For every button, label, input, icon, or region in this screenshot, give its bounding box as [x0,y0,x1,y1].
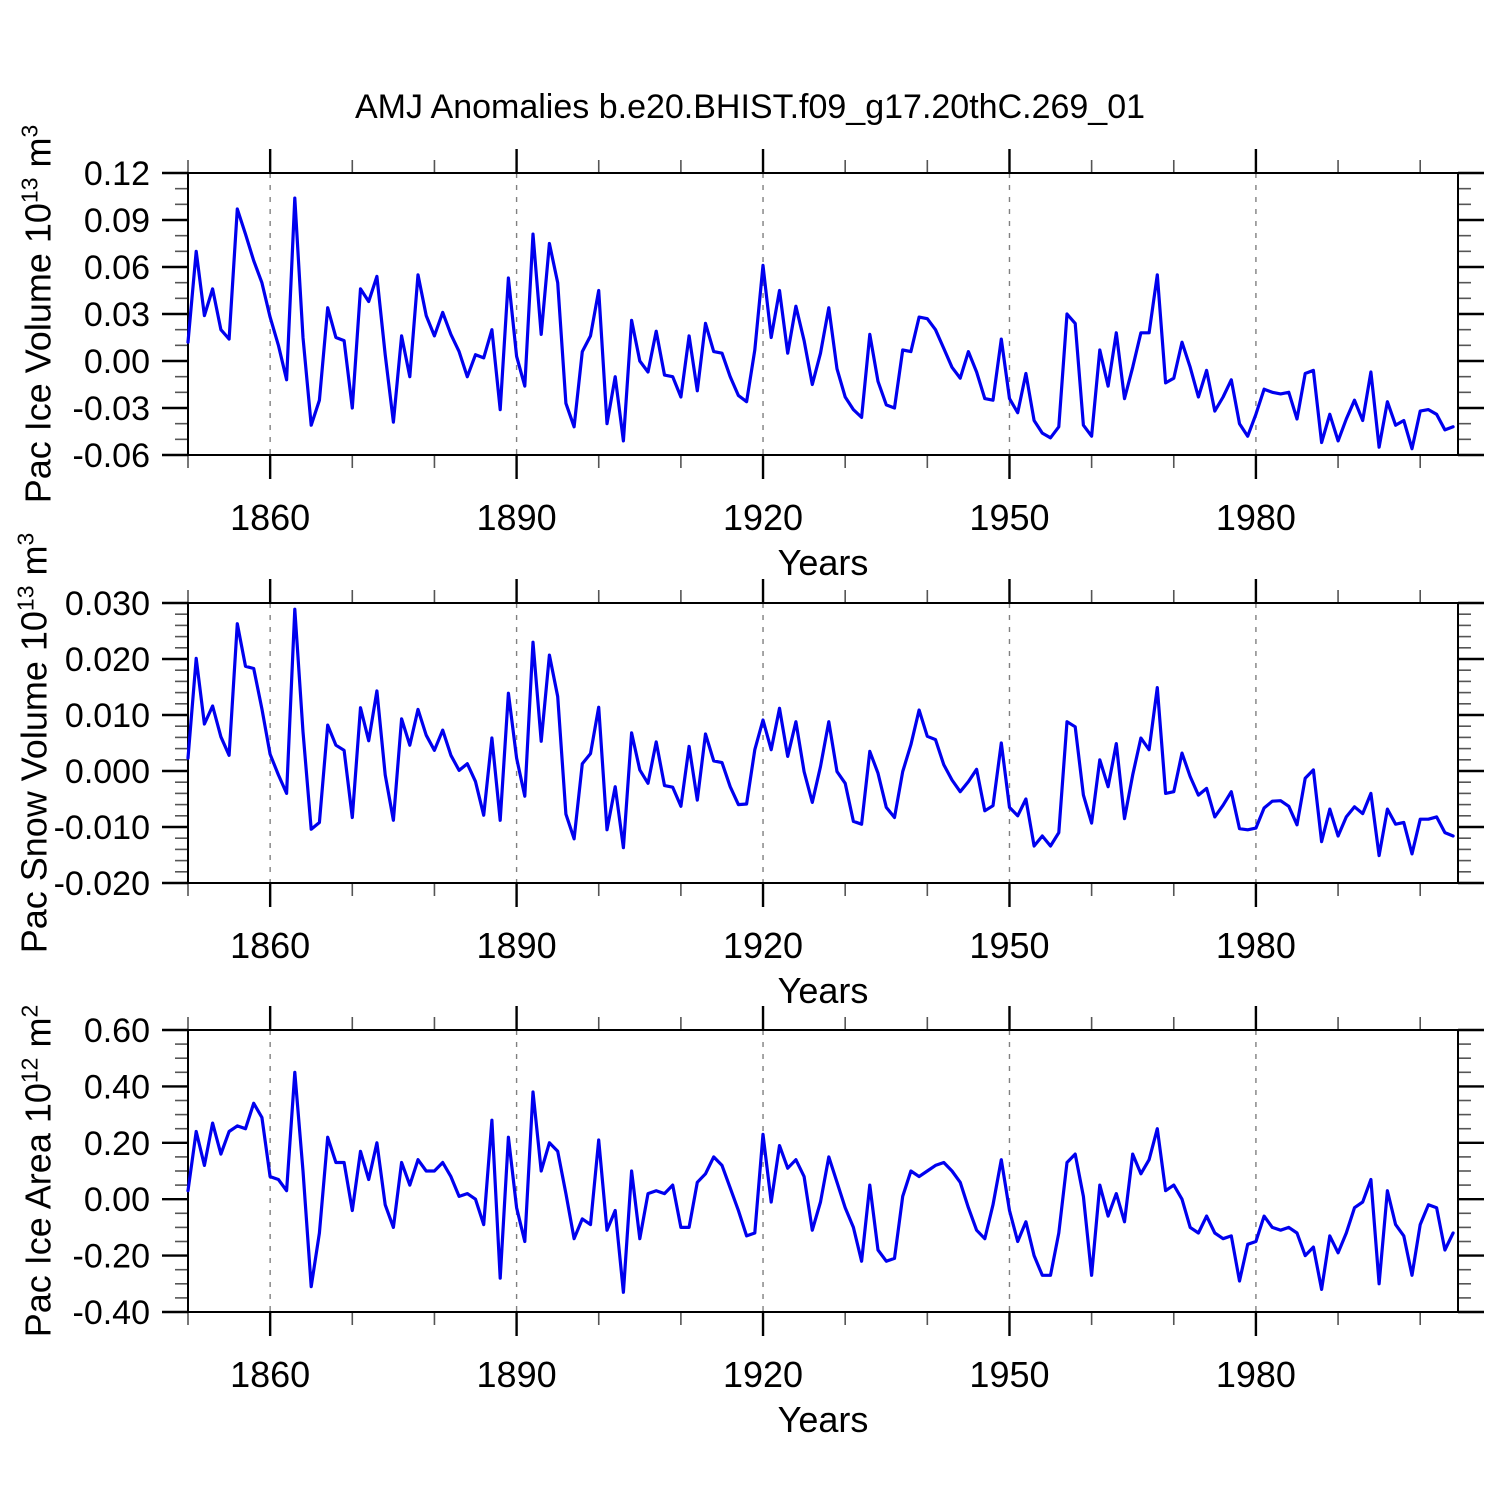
y-tick-label: 0.00 [84,343,150,381]
y-axis-label-exponent: 13 [16,177,43,204]
x-tick-label: 1950 [969,925,1049,966]
panel-pac-snow-volume [162,579,1484,907]
x-axis-title-panel-3: Years [777,1399,869,1440]
page-title: AMJ Anomalies b.e20.BHIST.f09_g17.20thC.… [354,88,1146,126]
y-tick-label: 0.09 [84,202,150,240]
y-tick-label: 0.20 [84,1125,150,1163]
y-tick-label: 0.60 [84,1012,150,1050]
y-tick-label: -0.010 [54,809,150,847]
pac-ice-area-frame [187,1029,1459,1313]
x-tick-label: 1860 [230,925,310,966]
y-tick-label: -0.020 [54,865,150,903]
y-axis-label-text: Pac Snow Volume 10 [13,611,55,954]
pac-ice-volume-line [186,196,1455,451]
x-tick-label: 1920 [723,1354,803,1395]
panel-pac-ice-area [162,1006,1484,1336]
x-tick-label: 1860 [230,497,310,538]
panel-pac-ice-volume [162,149,1484,479]
y-axis-label-unit: m [17,1017,59,1058]
y-axis-label-exponent: 13 [12,585,39,612]
y-axis-label-text: Pac Ice Area 10 [17,1083,59,1338]
y-tick-label: 0.010 [65,697,150,735]
y-tick-label: 0.06 [84,249,150,287]
pac-snow-volume-frame [187,602,1459,884]
y-axis-label-unit-exponent: 3 [12,532,39,546]
y-axis-label-unit: m [17,137,59,178]
y-tick-label: 0.12 [84,155,150,193]
y-axis-label-unit-exponent: 3 [16,124,43,138]
y-tick-label: 0.00 [84,1181,150,1219]
y-tick-label: 0.000 [65,753,150,791]
y-tick-label: 0.03 [84,296,150,334]
y-axis-label-unit: m [13,545,55,586]
x-tick-label: 1950 [969,1354,1049,1395]
y-tick-label: -0.40 [73,1294,151,1332]
x-tick-label: 1980 [1216,1354,1296,1395]
x-tick-label: 1890 [477,925,557,966]
y-tick-label: 0.40 [84,1068,150,1106]
y-tick-label: 0.030 [65,585,150,623]
x-axis-title-panel-1: Years [777,542,869,583]
y-axis-label-ice-area: Pac Ice Area 1012 m2 [17,1005,60,1338]
pac-snow-volume-line [186,607,1455,858]
y-tick-label: -0.06 [73,437,151,475]
y-axis-label-unit-exponent: 2 [16,1004,43,1018]
pac-ice-area-line [186,1070,1455,1294]
x-tick-label: 1890 [477,1354,557,1395]
x-axis-title-panel-2: Years [777,970,869,1011]
x-tick-label: 1980 [1216,925,1296,966]
x-tick-label: 1920 [723,925,803,966]
x-tick-label: 1980 [1216,497,1296,538]
x-tick-label: 1920 [723,497,803,538]
y-tick-label: 0.020 [65,641,150,679]
x-tick-label: 1950 [969,497,1049,538]
x-tick-label: 1860 [230,1354,310,1395]
pac-ice-volume-frame [187,172,1459,456]
y-axis-label-ice-volume: Pac Ice Volume 1013 m3 [17,125,60,504]
y-axis-label-exponent: 12 [16,1057,43,1084]
x-tick-label: 1890 [477,497,557,538]
y-axis-label-text: Pac Ice Volume 10 [17,203,59,504]
y-axis-label-snow-volume: Pac Snow Volume 1013 m3 [13,533,56,954]
y-tick-label: -0.20 [73,1238,151,1276]
y-tick-label: -0.03 [73,390,151,428]
